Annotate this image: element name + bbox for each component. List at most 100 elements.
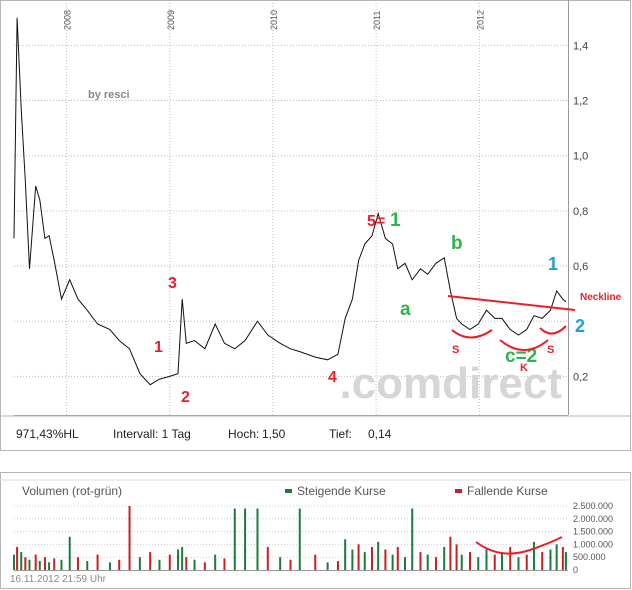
shoulder-arc: [451, 329, 493, 339]
y-tick-label: 1.500.000: [573, 527, 613, 537]
volume-bar: [68, 536, 71, 570]
volume-bar: [460, 554, 463, 570]
annotation: 1: [548, 254, 558, 274]
volume-bar: [158, 559, 161, 570]
annotation: S: [547, 344, 554, 356]
info-text: Hoch:: [228, 427, 259, 441]
volume-bar: [298, 508, 301, 570]
annotation: Neckline: [580, 292, 622, 303]
x-tick-label: 2011: [372, 11, 382, 30]
volume-bar: [16, 546, 19, 570]
volume-bar: [256, 508, 259, 570]
annotation: b: [451, 233, 463, 254]
annotation: 5=: [367, 213, 385, 230]
volume-bar: [363, 552, 366, 570]
annotation: K: [520, 362, 528, 374]
legend-label: Fallende Kurse: [467, 484, 548, 498]
volume-bar: [181, 546, 184, 570]
x-tick-label: 2008: [63, 10, 73, 30]
y-tick-label: 0,2: [573, 371, 588, 383]
volume-curve: [475, 536, 563, 555]
annotation: 1: [390, 210, 401, 231]
y-tick-label: 1,0: [573, 151, 588, 163]
volume-bar: [509, 546, 512, 570]
volume-bar: [443, 546, 446, 570]
annotation: by resci: [88, 89, 130, 101]
volume-bar: [500, 552, 503, 570]
x-tick-label: 2012: [475, 10, 485, 30]
y-tick-label: 1,4: [573, 40, 588, 52]
volume-bar: [185, 557, 188, 570]
volume-bar: [336, 561, 339, 570]
volume-bar: [426, 554, 429, 570]
volume-bar: [555, 544, 558, 570]
volume-bar: [434, 557, 437, 570]
volume-bar: [96, 554, 99, 570]
price-chart: 0,2 0,6 0,8 1,0 1,2 1,4 2008 2009 2010 2011 2012 .c…: [13, 0, 622, 441]
annotation: 2: [181, 389, 190, 406]
volume-bar: [43, 557, 46, 570]
volume-bar: [38, 561, 41, 570]
volume-bar: [86, 561, 89, 570]
info-text: 971,43%HL: [16, 427, 79, 441]
volume-bar: [34, 554, 37, 570]
annotation: 3: [168, 275, 177, 292]
info-text: Intervall: 1 Tag: [113, 427, 191, 441]
volume-bar: [138, 557, 141, 570]
volume-bar: [391, 554, 394, 570]
volume-bar: [564, 552, 567, 570]
volume-bar: [244, 508, 247, 570]
y-tick-label: 0,8: [573, 206, 588, 218]
info-text: Tief:: [329, 427, 352, 441]
volume-bar: [314, 554, 317, 570]
annotation: 2: [575, 316, 585, 336]
volume-bar: [357, 544, 360, 570]
volume-bar: [477, 557, 480, 570]
y-tick-label: 1.000.000: [573, 539, 613, 549]
volume-bar: [370, 546, 373, 570]
volume-bar: [532, 541, 535, 570]
volume-bar: [203, 562, 206, 570]
watermark: .comdirect: [339, 359, 562, 408]
info-text: 0,14: [368, 427, 392, 441]
volume-bar: [326, 562, 329, 570]
volume-bar: [279, 557, 282, 570]
annotation: 1: [154, 339, 163, 356]
volume-bar: [13, 554, 15, 570]
volume-bar: [76, 557, 79, 570]
volume-bar: [266, 546, 269, 570]
annotation: c=2: [505, 346, 537, 367]
annotation: 4: [328, 369, 337, 386]
volume-bar: [108, 562, 111, 570]
head-arc: [499, 339, 549, 351]
legend-swatch: [455, 489, 462, 493]
volume-bar: [411, 508, 414, 570]
volume-bar: [24, 557, 27, 570]
legend-label: Steigende Kurse: [297, 484, 386, 498]
volume-bar: [485, 549, 488, 570]
volume-bar: [468, 552, 471, 570]
x-tick-label: 2009: [166, 10, 176, 30]
volume-bar: [177, 549, 180, 570]
legend-swatch: [285, 489, 292, 493]
volume-bar: [525, 554, 528, 570]
volume-bar: [233, 508, 236, 570]
shoulder-arc: [539, 325, 567, 335]
volume-bar: [384, 549, 387, 570]
y-tick-label: 2.000.000: [573, 514, 613, 524]
volume-bar: [561, 546, 564, 570]
annotation: a: [400, 299, 411, 320]
price-panel-frame: [0, 0, 631, 451]
volume-title: Volumen (rot-grün): [22, 484, 122, 498]
volume-chart: Volumen (rot-grün) 0 500.000 1.000.000 1.500…: [10, 484, 613, 585]
volume-bar: [493, 554, 496, 570]
volume-bar: [344, 539, 347, 570]
y-tick-label: 1,2: [573, 96, 588, 108]
info-text: 1,50: [262, 427, 286, 441]
volume-bar: [517, 557, 520, 570]
x-tick-label: 2010: [269, 10, 279, 30]
volume-bar: [128, 505, 131, 570]
volume-bar: [377, 541, 380, 570]
volume-bar: [60, 559, 63, 570]
